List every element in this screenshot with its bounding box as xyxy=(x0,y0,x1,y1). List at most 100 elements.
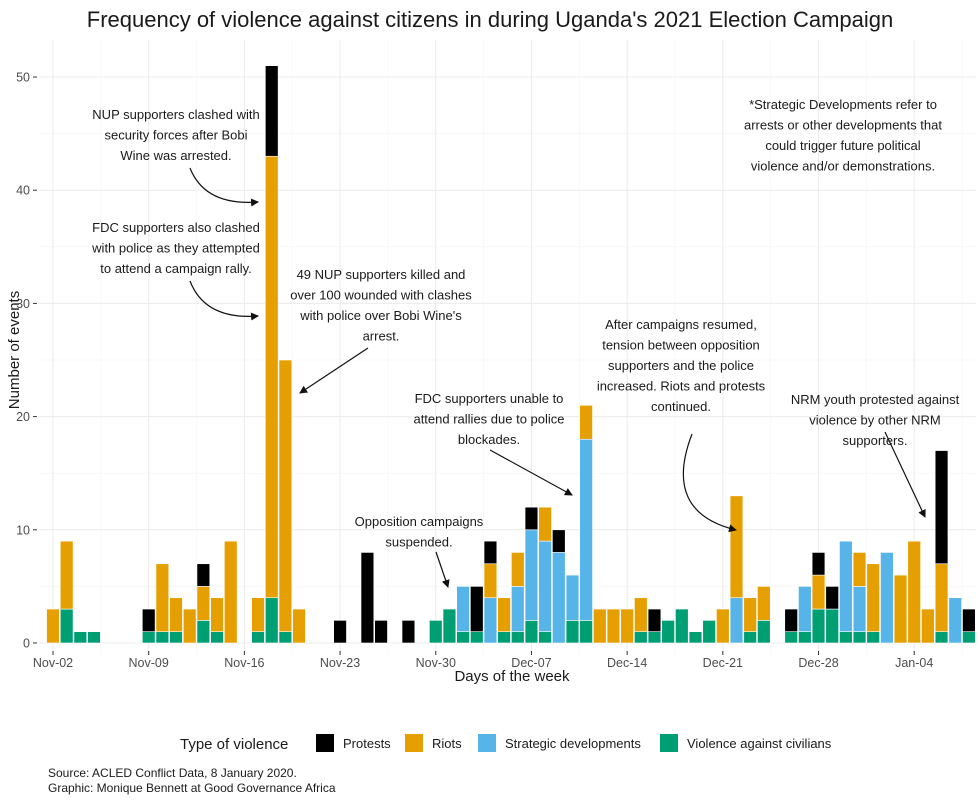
bar-segment-vac xyxy=(141,631,156,644)
bar-segment-riots xyxy=(893,574,908,644)
bar-segment-vac xyxy=(429,620,443,644)
y-tick-label: 40 xyxy=(16,184,30,198)
bar-segment-protests xyxy=(524,506,539,531)
bar-segment-riots xyxy=(606,608,621,644)
bar-segment-vac xyxy=(497,631,511,644)
bar-segment-protests xyxy=(333,620,347,644)
bar-segment-protests xyxy=(934,450,949,565)
x-tick-label: Jan-04 xyxy=(895,656,933,670)
bar-segment-riots xyxy=(292,608,306,644)
bars xyxy=(46,65,976,644)
bar-segment-protests xyxy=(962,608,976,632)
bar-segment-strategic xyxy=(565,574,580,621)
bar-segment-vac xyxy=(866,631,880,644)
bar-segment-riots xyxy=(593,608,607,644)
bar-segment-strategic xyxy=(798,586,812,632)
bar-segment-riots xyxy=(278,359,293,632)
x-axis-ticks: Nov-02 Nov-09 Nov-16 Nov-23 Nov-30 Dec-07 Dec-… xyxy=(33,651,933,670)
x-tick-label: Nov-09 xyxy=(129,656,169,670)
arrow xyxy=(682,433,737,533)
bar-segment-riots xyxy=(483,563,498,599)
bar-segment-strategic xyxy=(511,586,525,632)
bar-segment-riots xyxy=(620,608,634,644)
bar-segment-vac xyxy=(675,608,689,644)
bar-segment-strategic xyxy=(948,597,962,644)
bar-segment-vac xyxy=(634,631,648,644)
bar-segment-vac xyxy=(565,620,580,644)
gridlines xyxy=(38,40,976,655)
bar-segment-riots xyxy=(866,563,880,632)
bar-segment-riots xyxy=(46,608,60,644)
source-caption: Source: ACLED Conflict Data, 8 January 2… xyxy=(48,766,297,780)
bar-segment-riots xyxy=(729,495,744,599)
bar-segment-riots xyxy=(811,574,826,610)
bar-segment-vac xyxy=(702,620,716,644)
x-tick-label: Dec-21 xyxy=(703,656,743,670)
bar-segment-riots xyxy=(511,552,525,587)
bar-segment-vac xyxy=(839,631,853,644)
y-tick-label: 50 xyxy=(16,71,30,85)
bar-segment-vac xyxy=(87,631,101,644)
x-tick-label: Nov-30 xyxy=(416,656,456,670)
bar-segment-vac xyxy=(825,608,839,644)
bar-segment-protests xyxy=(811,552,826,576)
graphic-credit: Graphic: Monique Bennett at Good Governa… xyxy=(48,781,336,795)
bar-segment-riots xyxy=(251,597,265,632)
bar-segment-vac xyxy=(470,631,484,644)
bar-segment-protests xyxy=(360,552,375,644)
arrow xyxy=(189,167,259,207)
chart-title: Frequency of violence against citizens i… xyxy=(87,7,893,32)
annotation-text: NUP supporters clashed with security forc… xyxy=(92,107,259,163)
bar-segment-strategic xyxy=(839,540,853,632)
bar-segment-riots xyxy=(852,552,867,587)
y-tick-label: 0 xyxy=(23,637,30,651)
bar-segment-vac xyxy=(196,620,211,644)
bar-segment-vac xyxy=(155,631,170,644)
arrow xyxy=(299,347,369,394)
bar-segment-protests xyxy=(196,563,211,587)
bar-segment-protests xyxy=(483,540,498,565)
arrow xyxy=(189,280,259,321)
bar-segment-protests xyxy=(470,586,484,632)
bar-segment-vac xyxy=(524,620,539,644)
legend-swatch-strategic xyxy=(478,734,496,752)
bar-segment-protests xyxy=(374,620,388,644)
x-tick-label: Nov-16 xyxy=(224,656,264,670)
legend-swatch-protests xyxy=(316,734,334,752)
bar-segment-protests xyxy=(401,620,416,644)
bar-segment-vac xyxy=(757,620,771,644)
annotation-text: FDC supporters also clashed with police a… xyxy=(91,220,260,276)
bar-segment-strategic xyxy=(852,586,867,632)
annotations: NUP supporters clashed with security forc… xyxy=(91,97,959,550)
bar-segment-strategic xyxy=(579,438,593,621)
bar-segment-riots xyxy=(579,404,593,440)
bar-segment-vac xyxy=(538,631,552,644)
legend: Type of violence Protests Riots Strategic … xyxy=(180,734,832,753)
bar-segment-strategic xyxy=(524,529,539,621)
annotation-text: FDC supporters unable to attend rallies d… xyxy=(413,391,564,447)
bar-segment-vac xyxy=(169,631,183,644)
bar-segment-strategic xyxy=(456,586,470,632)
bar-segment-riots xyxy=(224,540,238,644)
bar-segment-riots xyxy=(716,608,730,644)
annotation-text: Opposition campaigns suspended. xyxy=(355,514,484,550)
bar-segment-riots xyxy=(743,597,757,632)
bar-segment-strategic xyxy=(538,540,552,632)
bar-segment-strategic xyxy=(729,597,744,644)
legend-label: Protests xyxy=(343,736,391,751)
bar-segment-riots xyxy=(921,608,935,644)
bar-segment-protests xyxy=(647,608,662,632)
annotation-arrows xyxy=(189,167,926,588)
bar-segment-riots xyxy=(265,155,279,599)
bar-segment-vac xyxy=(688,631,703,644)
bar-segment-vac xyxy=(73,631,88,644)
x-tick-label: Dec-07 xyxy=(511,656,551,670)
x-tick-label: Nov-02 xyxy=(33,656,73,670)
arrow xyxy=(435,551,450,588)
bar-segment-riots xyxy=(497,597,511,632)
bar-segment-vac xyxy=(579,620,593,644)
x-axis-title: Days of the week xyxy=(454,668,570,685)
x-tick-label: Dec-28 xyxy=(798,656,838,670)
arrow xyxy=(884,431,926,518)
bar-segment-vac xyxy=(278,631,293,644)
